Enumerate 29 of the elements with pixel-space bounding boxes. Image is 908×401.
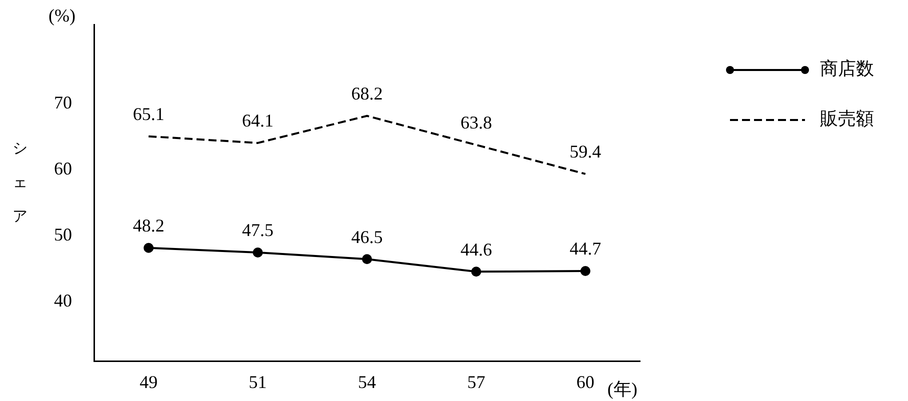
data-label: 44.7: [570, 238, 602, 259]
data-label: 59.4: [570, 142, 602, 162]
legend-label: 商店数: [820, 58, 874, 80]
data-label: 44.6: [460, 239, 492, 260]
data-label: 48.2: [132, 216, 164, 236]
x-tick-label: 57: [467, 372, 486, 392]
point: [471, 266, 482, 277]
data-label: 65.1: [132, 104, 164, 124]
y-tick-label: 50: [54, 224, 72, 245]
point: [144, 242, 154, 253]
data-label: 46.5: [351, 226, 383, 247]
point: [252, 248, 263, 258]
data-label: 63.8: [460, 112, 492, 133]
y-tick-label: 40: [54, 290, 72, 311]
legend-label: 販売額: [820, 108, 874, 130]
x-tick-label: 51: [248, 372, 267, 392]
data-label: 64.1: [242, 110, 274, 131]
x-tick-label: 54: [358, 372, 376, 392]
point: [362, 254, 372, 264]
text: シェア: [12, 141, 28, 226]
x-tick-label: 49: [140, 372, 158, 392]
x-axis-title: (年): [607, 379, 638, 400]
y-tick-label: 60: [54, 158, 72, 179]
data-label: 68.2: [351, 84, 383, 104]
x-tick-label: 60: [576, 372, 594, 392]
data-label: 47.5: [242, 220, 274, 240]
point: [580, 266, 590, 276]
text: (%): [48, 6, 76, 26]
y-tick-label: 70: [54, 92, 72, 113]
